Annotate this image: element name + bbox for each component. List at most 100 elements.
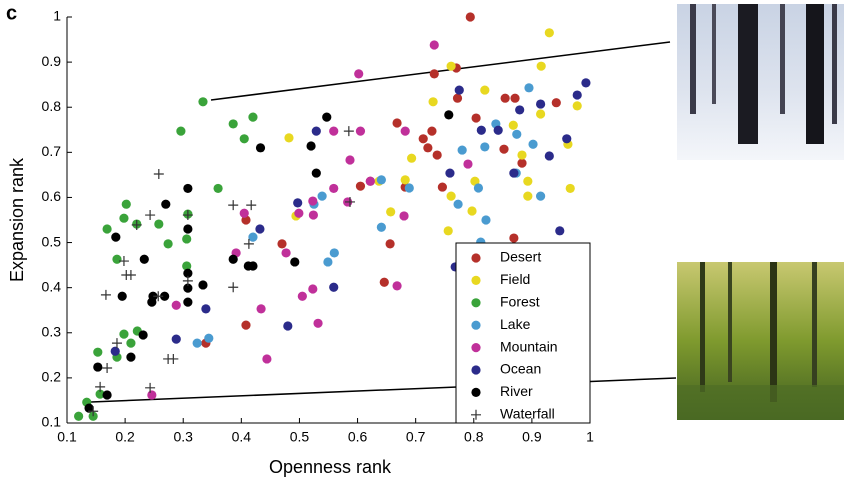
point <box>565 183 575 194</box>
point <box>183 283 193 293</box>
legend-label: Desert <box>500 249 541 265</box>
point <box>313 318 323 328</box>
plus-marker <box>343 126 354 137</box>
y-tick-label: 0.3 <box>42 323 62 339</box>
point <box>386 207 396 217</box>
plus-marker <box>471 409 481 420</box>
point <box>93 347 103 357</box>
forest-photo <box>677 262 844 420</box>
point <box>239 134 249 144</box>
plus-marker <box>111 338 122 349</box>
y-tick-label: 0.7 <box>42 143 62 159</box>
point <box>317 191 327 201</box>
point <box>400 126 410 136</box>
point <box>523 191 533 201</box>
point <box>536 99 546 109</box>
point <box>183 268 193 278</box>
point <box>329 248 339 258</box>
point <box>171 300 181 310</box>
point <box>471 365 481 375</box>
y-tick-label: 0.8 <box>42 98 62 114</box>
x-tick-label: 0.8 <box>464 429 484 445</box>
y-tick-label: 0.4 <box>42 278 62 294</box>
point <box>256 304 266 314</box>
point <box>84 403 94 413</box>
point <box>329 282 339 292</box>
point <box>213 183 223 194</box>
point <box>470 176 480 186</box>
point <box>311 126 321 136</box>
point <box>476 125 486 135</box>
point <box>509 168 519 178</box>
plus-marker <box>118 256 129 267</box>
point <box>437 182 447 192</box>
point <box>517 158 527 168</box>
point <box>119 213 129 223</box>
point <box>290 257 300 267</box>
point <box>515 105 525 115</box>
x-axis-label: Openness rank <box>269 457 392 477</box>
point <box>294 208 304 218</box>
point <box>544 151 554 161</box>
x-tick-label: 1 <box>586 429 594 445</box>
y-axis-label: Expansion rank <box>7 157 27 282</box>
point <box>423 143 433 153</box>
plus-marker <box>145 382 156 393</box>
point <box>198 97 208 107</box>
point <box>117 291 127 301</box>
point <box>255 224 265 234</box>
point <box>308 196 318 206</box>
point <box>524 83 534 93</box>
point <box>443 226 453 236</box>
point <box>404 183 414 193</box>
point <box>392 118 402 128</box>
point <box>536 109 546 119</box>
point <box>555 226 565 236</box>
plus-marker <box>182 210 193 221</box>
point <box>308 284 318 294</box>
legend-label: Forest <box>500 294 540 310</box>
legend-label: Lake <box>500 316 531 332</box>
point <box>329 126 339 136</box>
point <box>432 150 442 160</box>
legend-label: Ocean <box>500 361 541 377</box>
point <box>493 125 503 135</box>
point <box>306 141 316 151</box>
point <box>277 239 287 249</box>
point <box>400 175 410 185</box>
winter-photo <box>677 4 844 160</box>
point <box>471 298 481 308</box>
point <box>428 97 438 107</box>
point <box>228 254 238 264</box>
point <box>329 183 339 194</box>
legend-label: River <box>500 383 533 399</box>
plus-marker <box>125 270 136 281</box>
point <box>446 61 456 71</box>
panel-label: c <box>6 2 17 24</box>
point <box>74 411 84 421</box>
point <box>248 261 258 271</box>
point <box>183 224 193 234</box>
point <box>572 90 582 100</box>
point <box>171 334 181 344</box>
point <box>365 176 375 186</box>
point <box>536 191 546 201</box>
point <box>480 142 490 152</box>
point <box>429 40 439 50</box>
point <box>204 333 214 343</box>
x-tick-label: 0.4 <box>232 429 252 445</box>
point <box>192 338 202 348</box>
point <box>93 362 103 372</box>
point <box>471 113 481 123</box>
point <box>457 145 467 155</box>
point <box>471 275 481 285</box>
point <box>110 346 120 356</box>
point <box>544 28 554 38</box>
point <box>248 232 258 242</box>
point <box>284 133 294 143</box>
point <box>345 155 355 165</box>
point <box>183 297 193 307</box>
point <box>293 198 303 208</box>
point <box>581 78 591 88</box>
